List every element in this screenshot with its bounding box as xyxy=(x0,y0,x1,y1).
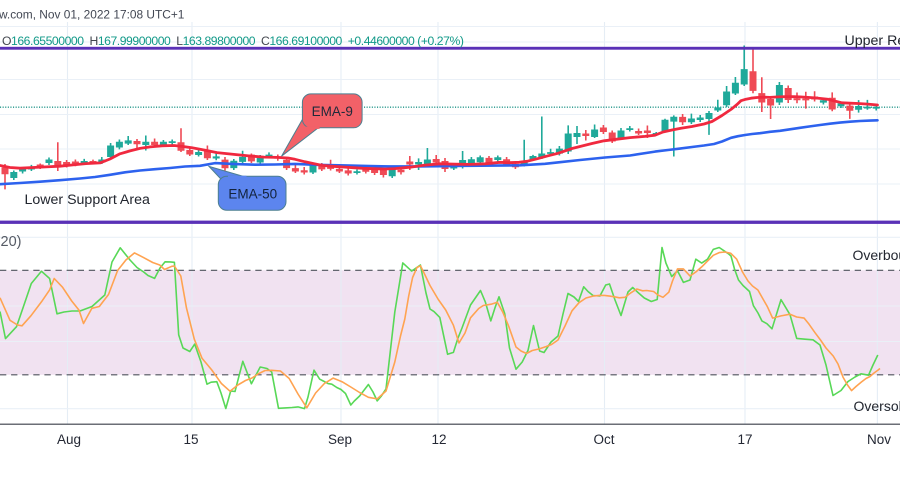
svg-text:Lower Support Area: Lower Support Area xyxy=(25,192,151,208)
svg-text:Nov: Nov xyxy=(867,432,891,447)
svg-text:EMA-9: EMA-9 xyxy=(312,104,353,119)
svg-text:Aug: Aug xyxy=(57,432,81,447)
svg-text:EMA-50: EMA-50 xyxy=(228,186,277,201)
svg-text:O166.65500000 H167.99900000: O166.65500000 H167.99900000 L163.8980000… xyxy=(2,34,464,48)
svg-text:Upper Resistance: Upper Resistance xyxy=(845,33,900,49)
svg-text:Oversold: Oversold xyxy=(854,398,900,414)
svg-text:20): 20) xyxy=(1,234,22,250)
svg-text:w.com, Nov 01, 2022 17:08 UTC+: w.com, Nov 01, 2022 17:08 UTC+1 xyxy=(0,8,185,22)
svg-text:Sep: Sep xyxy=(328,432,352,447)
svg-text:Oct: Oct xyxy=(593,432,614,447)
svg-text:12: 12 xyxy=(431,432,446,447)
svg-text:17: 17 xyxy=(737,432,752,447)
svg-text:15: 15 xyxy=(183,432,198,447)
svg-text:Overbought: Overbought xyxy=(853,247,900,263)
